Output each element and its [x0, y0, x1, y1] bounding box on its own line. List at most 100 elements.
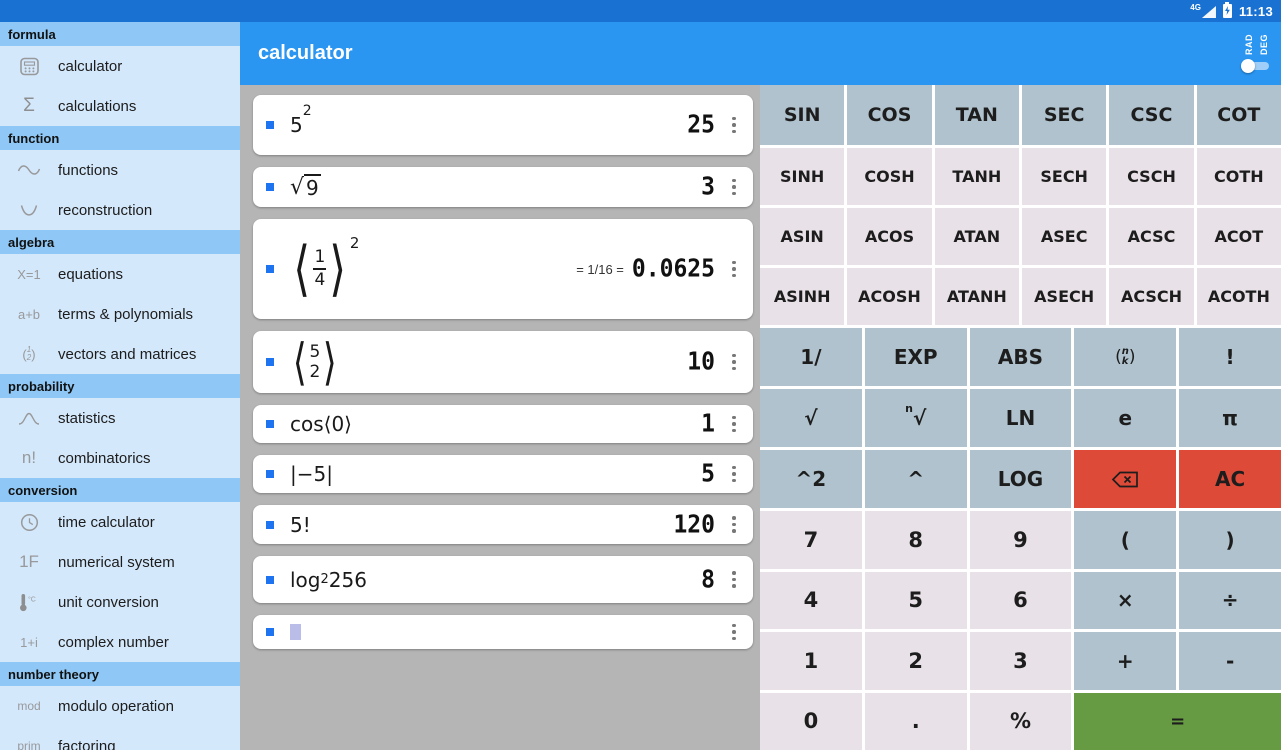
key-binomial[interactable]: (n k) — [1074, 328, 1177, 386]
key-digit-7[interactable]: 7 — [760, 511, 862, 569]
key-cosh[interactable]: COSH — [847, 148, 932, 205]
key-tan[interactable]: TAN — [934, 85, 1019, 145]
sidebar-item-vectors-and-matrices[interactable]: (1 2) vectors and matrices — [0, 334, 240, 374]
key-digit-4[interactable]: 4 — [760, 571, 862, 629]
sidebar-item-terms-polynomials[interactable]: a+b terms & polynomials — [0, 294, 240, 334]
key-decimal[interactable]: . — [864, 692, 967, 750]
key-digit-6[interactable]: 6 — [969, 571, 1072, 629]
key-open-paren[interactable]: ( — [1074, 511, 1177, 569]
history-card[interactable]: 5! 120 — [253, 505, 753, 544]
key-cot[interactable]: COT — [1196, 85, 1281, 145]
key-digit-1[interactable]: 1 — [760, 632, 862, 690]
key-cos[interactable]: COS — [847, 85, 932, 145]
key-digit-8[interactable]: 8 — [864, 511, 967, 569]
key-tanh[interactable]: TANH — [934, 148, 1019, 205]
sidebar-item-reconstruction[interactable]: reconstruction — [0, 190, 240, 230]
history-card[interactable]: |−5| 5 — [253, 455, 753, 493]
keypad-section: 7 8 9() 4 5 6 × ÷ 1 2 3 + - 0.% = — [760, 511, 1281, 750]
curve-icon — [0, 204, 58, 217]
key-asinh[interactable]: ASINH — [760, 268, 845, 325]
key-sech[interactable]: SECH — [1022, 148, 1107, 205]
sidebar-item-label: factoring — [58, 737, 116, 750]
key-pi[interactable]: π — [1179, 389, 1281, 447]
key-acsc[interactable]: ACSC — [1109, 208, 1194, 265]
key-exp[interactable]: EXP — [864, 328, 967, 386]
key-close-paren[interactable]: ) — [1179, 511, 1281, 569]
sidebar-item-time-calculator[interactable]: time calculator — [0, 502, 240, 542]
sidebar-item-factoring[interactable]: prim factoring — [0, 726, 240, 750]
key-abs[interactable]: ABS — [969, 328, 1072, 386]
card-menu-button[interactable] — [725, 516, 743, 533]
card-menu-button[interactable] — [725, 178, 743, 196]
key-asec[interactable]: ASEC — [1022, 208, 1107, 265]
key-acsch[interactable]: ACSCH — [1109, 268, 1194, 325]
history-card[interactable]: cos⟨0⟩ 1 — [253, 405, 753, 443]
key-digit-9[interactable]: 9 — [969, 511, 1072, 569]
key-csch[interactable]: CSCH — [1109, 148, 1194, 205]
card-menu-button[interactable] — [725, 353, 743, 371]
history-card[interactable]: log 2 256 8 — [253, 556, 753, 603]
card-menu-button[interactable] — [725, 260, 743, 278]
history-card[interactable]: √ 9 3 — [253, 167, 753, 207]
card-menu-button[interactable] — [725, 465, 743, 483]
key-digit-5[interactable]: 5 — [864, 571, 967, 629]
key-atan[interactable]: ATAN — [934, 208, 1019, 265]
expression-input[interactable] — [290, 624, 715, 640]
card-menu-button[interactable] — [725, 415, 743, 433]
card-menu-button[interactable] — [725, 623, 743, 641]
card-menu-button[interactable] — [725, 116, 743, 134]
sidebar-item-label: vectors and matrices — [58, 345, 197, 363]
sidebar-item-functions[interactable]: functions — [0, 150, 240, 190]
key-all-clear[interactable]: AC — [1179, 450, 1281, 508]
sidebar-item-calculator[interactable]: calculator — [0, 46, 240, 86]
page-title: calculator — [258, 42, 353, 64]
key-ln[interactable]: LN — [969, 389, 1072, 447]
key-minus[interactable]: - — [1179, 632, 1281, 690]
key-equals[interactable]: = — [1074, 692, 1281, 750]
key-log[interactable]: LOG — [969, 450, 1072, 508]
input-row[interactable] — [253, 615, 753, 649]
key-divide[interactable]: ÷ — [1179, 571, 1281, 629]
rad-deg-toggle[interactable]: RAD DEG — [1241, 34, 1271, 73]
key-sqrt[interactable]: √ — [760, 389, 862, 447]
sidebar-item-numerical-system[interactable]: 1F numerical system — [0, 542, 240, 582]
key-nth-root[interactable]: n√ — [864, 389, 967, 447]
key-power[interactable]: ^ — [864, 450, 967, 508]
key-multiply[interactable]: × — [1074, 571, 1177, 629]
sidebar-item-statistics[interactable]: statistics — [0, 398, 240, 438]
key-asech[interactable]: ASECH — [1022, 268, 1107, 325]
key-plus[interactable]: + — [1074, 632, 1177, 690]
key-sin[interactable]: SIN — [760, 85, 845, 145]
key-sinh[interactable]: SINH — [760, 148, 845, 205]
key-acosh[interactable]: ACOSH — [847, 268, 932, 325]
network-type-label: 4G — [1190, 3, 1201, 12]
key-reciprocal[interactable]: 1/ — [760, 328, 862, 386]
key-factorial[interactable]: ! — [1179, 328, 1281, 386]
sidebar-item-combinatorics[interactable]: n! combinatorics — [0, 438, 240, 478]
card-menu-button[interactable] — [725, 571, 743, 588]
key-backspace[interactable] — [1074, 450, 1177, 508]
angle-unit-switch[interactable] — [1241, 58, 1271, 73]
key-acoth[interactable]: ACOTH — [1196, 268, 1281, 325]
sidebar-item-modulo-operation[interactable]: mod modulo operation — [0, 686, 240, 726]
key-e[interactable]: e — [1074, 389, 1177, 447]
key-sec[interactable]: SEC — [1022, 85, 1107, 145]
key-digit-2[interactable]: 2 — [864, 632, 967, 690]
key-acot[interactable]: ACOT — [1196, 208, 1281, 265]
key-acos[interactable]: ACOS — [847, 208, 932, 265]
key-square[interactable]: ^2 — [760, 450, 862, 508]
key-coth[interactable]: COTH — [1196, 148, 1281, 205]
key-digit-0[interactable]: 0 — [760, 692, 862, 750]
key-asin[interactable]: ASIN — [760, 208, 845, 265]
key-percent[interactable]: % — [969, 692, 1072, 750]
sidebar-item-equations[interactable]: X=1 equations — [0, 254, 240, 294]
sidebar-item-unit-conversion[interactable]: °C unit conversion — [0, 582, 240, 622]
sidebar-item-complex-number[interactable]: 1+i complex number — [0, 622, 240, 662]
key-atanh[interactable]: ATANH — [934, 268, 1019, 325]
key-csc[interactable]: CSC — [1109, 85, 1194, 145]
key-digit-3[interactable]: 3 — [969, 632, 1072, 690]
